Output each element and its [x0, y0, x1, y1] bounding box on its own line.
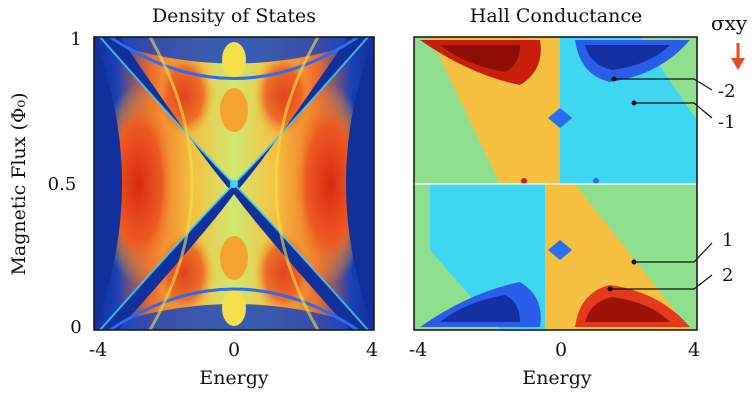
chart-title-dos: Density of States: [152, 5, 316, 27]
x-tick-label: -4: [409, 339, 428, 361]
y-axis-label: Magnetic Flux (Φ₀): [8, 92, 30, 275]
chart-title-hall: Hall Conductance: [470, 5, 642, 27]
sigma-arrow-icon: [731, 43, 745, 70]
x-axis-label-dos: Energy: [199, 367, 269, 389]
annotation-label: 1: [722, 230, 733, 251]
dos-heatmap: [94, 37, 374, 330]
x-tick-label: 0: [228, 339, 240, 361]
x-tick-label: 0: [555, 339, 567, 361]
sigma-xy-label: σxy: [711, 11, 748, 35]
y-tick-label: 0: [70, 317, 81, 338]
hall-annotations: [607, 76, 713, 292]
x-tick-label: -4: [89, 339, 108, 361]
x-axis-label-hall: Energy: [522, 367, 592, 389]
y-tick-label: 0.5: [48, 174, 77, 195]
x-tick-label: 4: [366, 339, 378, 361]
x-tick-label: 4: [688, 339, 700, 361]
annotation-label: 2: [722, 265, 733, 286]
annotation-label: -1: [718, 112, 736, 133]
y-tick-label: 1: [70, 29, 81, 50]
hall-heatmap: [414, 37, 697, 330]
dos-frame: [93, 36, 375, 331]
hall-frame: [413, 36, 698, 331]
annotation-label: -2: [718, 81, 736, 102]
